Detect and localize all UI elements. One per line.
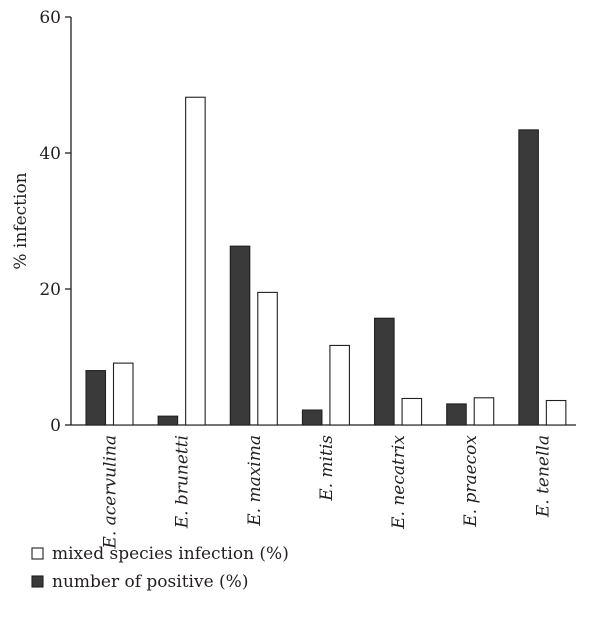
category-label: E. acervulina: [101, 435, 121, 550]
legend-label: number of positive (%): [52, 572, 248, 592]
chart-legend: mixed species infection (%) number of pos…: [31, 544, 289, 592]
bar: [374, 317, 395, 426]
chart-bars: [85, 96, 567, 426]
category-label: E. maxima: [245, 435, 265, 527]
bar: [518, 129, 539, 426]
y-tick-label: 60: [39, 8, 61, 28]
bar: [185, 96, 206, 426]
bar: [301, 409, 323, 426]
legend-swatch: [31, 575, 44, 588]
bar: [473, 397, 495, 426]
category-label: E. tenella: [533, 435, 553, 518]
chart-labels: E. acervulina E. brunetti E. maxima E. miti…: [101, 435, 554, 550]
legend-label: mixed species infection (%): [52, 544, 289, 564]
legend-swatch: [31, 547, 44, 560]
category-label: E. brunetti: [173, 435, 193, 529]
bar: [157, 415, 179, 426]
y-axis-label: % infection: [11, 172, 31, 269]
bar: [329, 344, 350, 426]
category-label: E. necatrix: [389, 435, 409, 530]
category-label: E. mitis: [317, 435, 337, 502]
y-tick-label: 20: [39, 280, 61, 300]
bar: [401, 397, 423, 426]
bar: [112, 362, 134, 426]
y-tick-label: 40: [39, 144, 61, 164]
chart-axes: 0 20 40 60: [39, 8, 576, 436]
bar: [85, 370, 107, 426]
bar: [257, 291, 278, 426]
bar: [446, 403, 467, 426]
bar: [545, 399, 567, 426]
bar: [229, 245, 251, 426]
category-label: E. praecox: [461, 435, 481, 528]
y-tick-label: 0: [50, 416, 61, 436]
